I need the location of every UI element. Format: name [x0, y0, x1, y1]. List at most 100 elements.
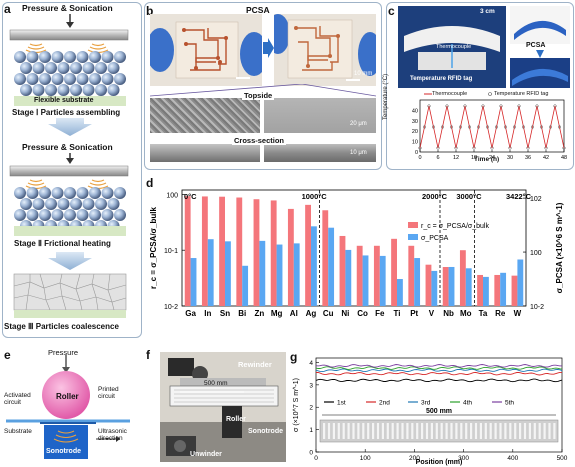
right-tick-label: 102 [530, 196, 542, 203]
strip-trace [519, 423, 522, 439]
bar-rc-Ag [305, 204, 311, 306]
rfid-point [463, 104, 467, 108]
rfid-thermocouple: Thermocouple [436, 44, 472, 50]
sem-top-scale: 20 μm [350, 121, 367, 127]
particle [70, 62, 82, 74]
strip-trace [386, 423, 389, 439]
strip-trace [470, 423, 473, 439]
particle [20, 84, 32, 96]
pos-legend-label: 4th [463, 400, 472, 407]
particle [101, 51, 114, 63]
strip-trace [406, 423, 409, 439]
ylabel-right: σ_PCSA (×10^6 S m^-1) [555, 202, 564, 293]
strip-trace [435, 423, 438, 439]
pos-ytick-label: 0 [309, 450, 313, 457]
category-label: Mo [460, 309, 472, 318]
pcsa-photo-before [150, 14, 262, 86]
bar-sigma-V [431, 270, 438, 306]
strip-trace [479, 423, 482, 439]
strip-trace [455, 423, 458, 439]
particle [14, 187, 26, 199]
category-label: Bi [238, 309, 246, 318]
pos-series-1st [315, 378, 563, 383]
bar-rc-Co [356, 245, 363, 306]
bent-tag-photo-1 [510, 6, 570, 44]
transform-arrow [263, 38, 274, 58]
temp-xtick-label: 42 [543, 155, 549, 161]
strip-trace [440, 423, 443, 439]
panel-a-top-label: Pressure & Sonication [22, 3, 113, 13]
temp-xtick-label: 0 [418, 155, 421, 161]
category-label: Cu [323, 309, 334, 318]
strip-trace [327, 423, 331, 439]
rfid-photo [398, 6, 506, 88]
particle [51, 51, 64, 63]
temp-ytick-label: 40 [412, 108, 418, 114]
legend-swatch-rfid [488, 92, 492, 96]
bar-sigma-Al [293, 243, 300, 306]
strip-trace [538, 423, 541, 439]
panel-a-stage3: Stage Ⅲ Particles coalescence [4, 322, 119, 331]
sem-topside-right [264, 98, 376, 133]
particle [39, 51, 51, 63]
left-tick-label: 10-2 [164, 304, 178, 311]
rfid-point [436, 146, 440, 150]
panel-e-ultrasonic: Ultrasonic direction [98, 428, 127, 442]
pos-series-2nd [316, 371, 562, 376]
particle [57, 198, 70, 210]
particle [45, 62, 57, 74]
bar-sigma-Bi [242, 265, 249, 306]
pos-xlabel: Position (mm) [416, 459, 463, 466]
right-tick-label: 100 [530, 250, 542, 257]
category-label: Mg [271, 309, 283, 318]
particle [51, 73, 64, 85]
temperature-marker: 0°C [184, 192, 197, 201]
rfid-point [449, 125, 454, 129]
pos-xtick-label: 0 [314, 455, 318, 462]
particle [57, 62, 70, 74]
legend-thermocouple: Thermocouple [432, 91, 468, 97]
pos-ytick-label: 1 [309, 427, 313, 434]
panel-label-g: g [290, 350, 298, 364]
strip-trace [362, 423, 365, 439]
rfid-point [490, 146, 494, 150]
particle [82, 84, 95, 96]
particle [101, 187, 114, 199]
bar-rc-In [201, 196, 208, 306]
panel-label-b: b [146, 4, 154, 18]
pos-series-3rd [315, 368, 563, 373]
particle [70, 84, 82, 96]
cross-section-label: Cross-section [232, 136, 287, 145]
strip-trace [416, 423, 419, 439]
pos-ytick-label: 2 [309, 405, 313, 412]
bar-rc-Ti [391, 238, 397, 306]
panel-a-frame [2, 2, 142, 338]
particle [107, 198, 120, 210]
temp-ylabel: Temperature (°C) [383, 73, 389, 120]
particle [32, 62, 45, 74]
panel-label-a: a [4, 2, 11, 16]
strip-trace [381, 423, 384, 439]
bar-rc-Pt [408, 245, 415, 306]
temperature-marker: 2000°C [422, 192, 448, 201]
category-label: Zn [255, 309, 265, 318]
category-label: V [429, 309, 435, 318]
temp-xlabel: Time (h) [474, 156, 500, 163]
down-arrow-c [536, 50, 544, 58]
legend-sigma: σ_PCSA [421, 235, 449, 242]
particle [101, 209, 114, 221]
strip-trace [430, 423, 433, 439]
strip-trace [372, 423, 375, 439]
pos-series-4th [315, 366, 563, 370]
bar-rc-W [511, 275, 518, 306]
bar-sigma-Ag [311, 226, 317, 306]
bar-rc-Ta [477, 274, 483, 306]
sample-strip [319, 419, 559, 443]
particle [20, 62, 32, 74]
temp-ytick-label: 30 [412, 119, 418, 125]
bar-rc-Bi [236, 197, 243, 306]
strip-trace [450, 423, 453, 439]
particle [89, 209, 101, 221]
strip-trace [504, 423, 507, 439]
conductivity-bar-chart: Ga In Sn Bi Zn Mg Al Ag Cu Ni Co Fe Ti Pt V Nb Mo Ta Re W 10… [149, 189, 564, 318]
